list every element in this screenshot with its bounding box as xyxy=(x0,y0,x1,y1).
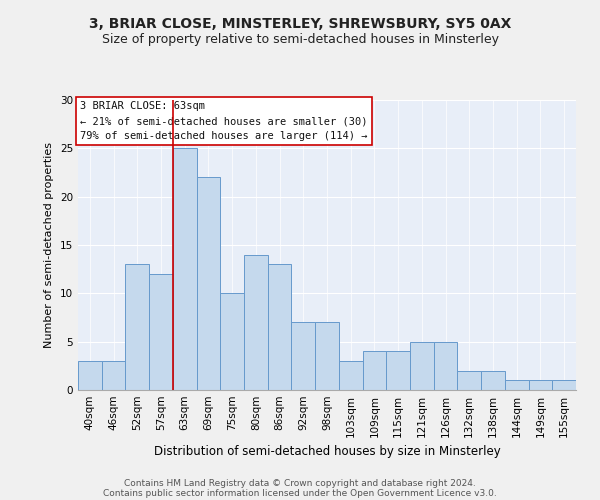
Bar xyxy=(505,380,529,390)
Y-axis label: Number of semi-detached properties: Number of semi-detached properties xyxy=(44,142,55,348)
Text: Contains public sector information licensed under the Open Government Licence v3: Contains public sector information licen… xyxy=(103,488,497,498)
X-axis label: Distribution of semi-detached houses by size in Minsterley: Distribution of semi-detached houses by … xyxy=(154,446,500,458)
Bar xyxy=(197,178,220,390)
Bar xyxy=(362,352,386,390)
Text: Contains HM Land Registry data © Crown copyright and database right 2024.: Contains HM Land Registry data © Crown c… xyxy=(124,478,476,488)
Text: 3, BRIAR CLOSE, MINSTERLEY, SHREWSBURY, SY5 0AX: 3, BRIAR CLOSE, MINSTERLEY, SHREWSBURY, … xyxy=(89,18,511,32)
Bar xyxy=(529,380,552,390)
Bar xyxy=(173,148,197,390)
Bar xyxy=(149,274,173,390)
Bar xyxy=(339,361,362,390)
Bar xyxy=(457,370,481,390)
Bar xyxy=(78,361,102,390)
Bar xyxy=(434,342,457,390)
Bar xyxy=(268,264,292,390)
Bar xyxy=(481,370,505,390)
Bar xyxy=(315,322,339,390)
Bar xyxy=(125,264,149,390)
Bar xyxy=(244,254,268,390)
Bar xyxy=(552,380,576,390)
Bar xyxy=(386,352,410,390)
Text: Size of property relative to semi-detached houses in Minsterley: Size of property relative to semi-detach… xyxy=(101,32,499,46)
Bar xyxy=(220,294,244,390)
Text: 3 BRIAR CLOSE: 63sqm
← 21% of semi-detached houses are smaller (30)
79% of semi-: 3 BRIAR CLOSE: 63sqm ← 21% of semi-detac… xyxy=(80,102,368,141)
Bar xyxy=(410,342,434,390)
Bar xyxy=(102,361,125,390)
Bar xyxy=(292,322,315,390)
